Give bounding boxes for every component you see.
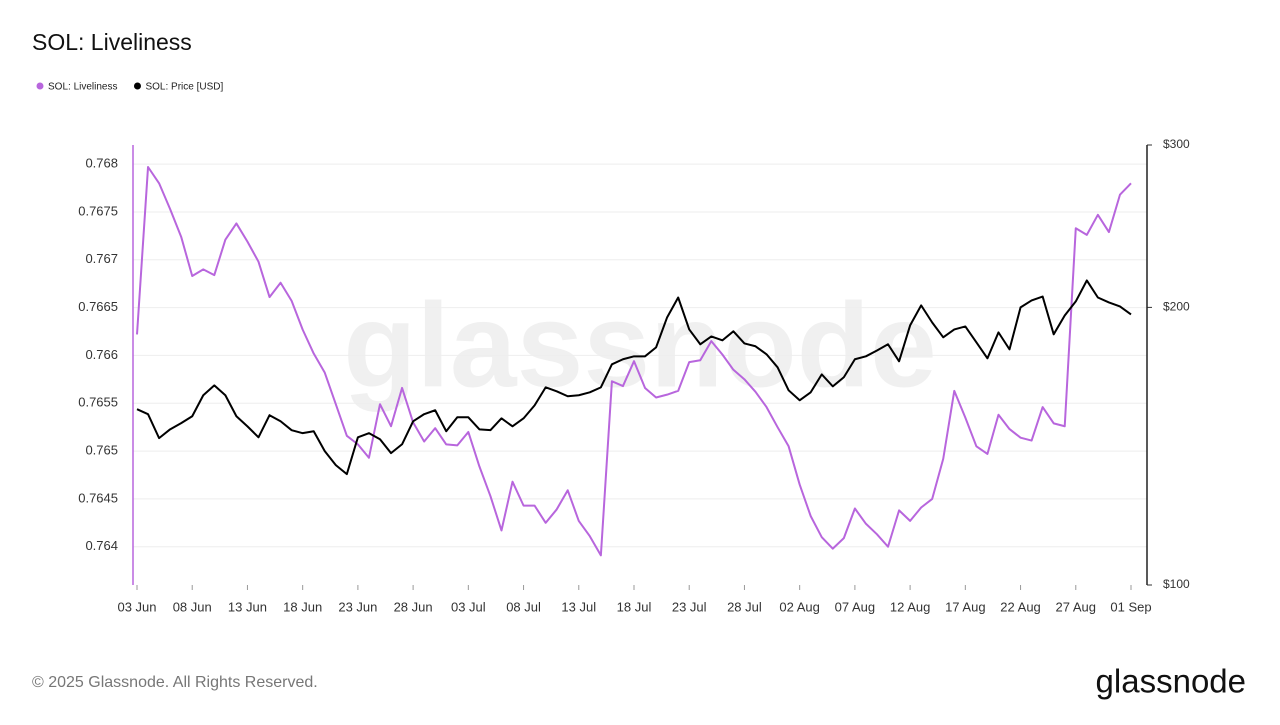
- x-tick-label: 18 Jul: [617, 599, 652, 614]
- x-tick-label: 22 Aug: [1000, 599, 1041, 614]
- x-tick-label: 23 Jun: [338, 599, 377, 614]
- y-tick-label: 0.765: [85, 443, 118, 458]
- y-tick-label: 0.7665: [78, 299, 118, 314]
- y2-tick-label: $300: [1163, 137, 1190, 151]
- y-tick-label: 0.766: [85, 347, 118, 362]
- logo: glassnode: [1096, 663, 1246, 700]
- y-tick-label: 0.764: [85, 538, 118, 553]
- x-tick-label: 08 Jun: [173, 599, 212, 614]
- x-tick-label: 01 Sep: [1110, 599, 1151, 614]
- y-tick-label: 0.7645: [78, 490, 118, 505]
- y-tick-label: 0.768: [85, 156, 118, 171]
- x-tick-label: 02 Aug: [779, 599, 820, 614]
- x-tick-label: 28 Jun: [394, 599, 433, 614]
- x-tick-label: 17 Aug: [945, 599, 986, 614]
- y-tick-label: 0.7675: [78, 203, 118, 218]
- y-tick-label: 0.767: [85, 251, 118, 266]
- x-tick-label: 03 Jun: [117, 599, 156, 614]
- y2-tick-label: $200: [1163, 300, 1190, 314]
- x-tick-label: 28 Jul: [727, 599, 762, 614]
- x-tick-label: 03 Jul: [451, 599, 486, 614]
- legend-swatch: [133, 82, 141, 90]
- x-tick-label: 18 Jun: [283, 599, 322, 614]
- x-tick-label: 13 Jun: [228, 599, 267, 614]
- y-tick-label: 0.7655: [78, 395, 118, 410]
- footer: © 2025 Glassnode. All Rights Reserved.: [32, 674, 318, 691]
- legend-swatch: [36, 82, 44, 90]
- watermark: glassnode: [343, 279, 937, 413]
- series-line: [136, 279, 1132, 476]
- series-line: [136, 166, 1132, 557]
- chart-title: SOL: Liveliness: [32, 29, 192, 55]
- x-tick-label: 13 Jul: [561, 599, 596, 614]
- x-tick-label: 23 Jul: [672, 599, 707, 614]
- x-tick-label: 07 Aug: [835, 599, 876, 614]
- x-tick-label: 27 Aug: [1056, 599, 1097, 614]
- y2-tick-label: $100: [1163, 577, 1190, 591]
- legend-label: SOL: Liveliness: [48, 82, 117, 93]
- x-tick-label: 08 Jul: [506, 599, 541, 614]
- x-tick-label: 12 Aug: [890, 599, 931, 614]
- legend-label: SOL: Price [USD]: [145, 82, 223, 93]
